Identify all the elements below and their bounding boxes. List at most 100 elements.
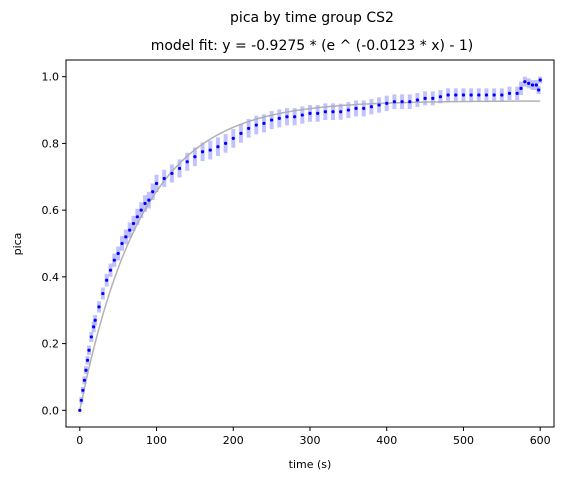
chart-title: pica by time group CS2 [230,10,394,26]
x-tick-label: 0 [76,434,83,447]
y-tick-label: 0.0 [42,404,60,417]
error-band [79,76,543,404]
data-point [223,141,228,146]
data-point [84,368,88,372]
data-point [262,121,266,125]
data-point [116,251,120,256]
data-point [461,93,466,97]
data-point [354,106,358,110]
data-point [285,115,289,119]
data-point [81,388,85,392]
x-tick-label: 100 [146,434,167,447]
data-point [523,80,527,84]
data-point [124,235,128,239]
data-point [92,325,96,329]
y-axis: 0.0 0.2 0.4 0.6 0.8 1.0 [42,71,66,417]
x-tick-label: 600 [530,434,551,447]
chart-subtitle: model fit: y = -0.9275 * (e ^ (-0.0123 *… [151,38,474,54]
data-point [128,228,132,232]
data-point [369,105,373,109]
data-point [316,111,320,115]
model-fit-line [79,100,541,411]
data-point [135,215,139,219]
x-tick-label: 300 [300,434,321,447]
x-tick-label: 400 [376,434,397,447]
data-point [216,145,220,149]
data-point [331,110,335,114]
data-point [139,208,143,212]
data-point [131,221,136,226]
data-point [408,100,412,104]
data-point [446,93,450,97]
data-point [537,88,541,92]
data-point [231,136,235,141]
data-point [323,110,327,114]
data-point [97,305,101,309]
data-point [208,148,212,152]
data-point [534,83,538,87]
data-point [82,378,87,382]
x-tick-label: 200 [223,434,244,447]
data-point [538,78,542,82]
data-point [385,101,389,105]
data-point [423,96,427,100]
data-point [200,150,205,154]
data-point [239,131,243,135]
data-point [143,201,147,206]
y-tick-label: 0.6 [42,204,60,217]
data-point [112,258,116,262]
data-point [293,115,297,119]
data-point [362,106,366,110]
y-axis-label: pica [11,233,24,256]
data-point [477,93,481,97]
data-point [339,110,343,114]
x-axis: 0 100 200 300 400 500 600 [76,427,551,447]
data-point [438,95,443,99]
data-point [377,103,381,107]
data-point [79,398,83,402]
data-point [247,126,251,130]
data-point [89,335,93,339]
data-point [300,113,304,117]
data-point [454,93,458,97]
data-point [101,291,105,296]
y-tick-label: 0.8 [42,137,60,150]
data-point [500,93,504,97]
data-point [254,123,258,127]
y-tick-label: 0.4 [42,271,60,284]
data-point [85,358,90,362]
data-point [147,198,151,202]
data-point [162,176,166,181]
data-point [515,91,519,95]
y-tick-label: 1.0 [42,71,60,84]
x-axis-label: time (s) [289,458,332,471]
data-point [346,108,350,112]
data-point [120,241,124,246]
data-point [400,100,404,104]
data-point [154,181,159,186]
data-point [193,155,197,159]
data-point [170,171,174,176]
x-tick-label: 500 [453,434,474,447]
data-point [392,100,397,104]
data-point [78,408,82,412]
data-point [93,318,97,322]
data-point [484,93,489,97]
y-tick-label: 0.2 [42,338,60,351]
data-point [105,278,109,282]
data-point [527,81,531,85]
data-point [270,118,274,122]
data-point [185,160,189,164]
data-points [78,78,542,412]
data-point [177,166,182,171]
data-point [519,86,523,90]
data-point [108,268,113,272]
data-point [151,190,155,194]
data-point [507,91,512,95]
data-point [277,116,281,120]
data-point [530,83,535,87]
data-point [87,348,91,352]
data-point [415,98,420,102]
data-point [469,93,473,97]
